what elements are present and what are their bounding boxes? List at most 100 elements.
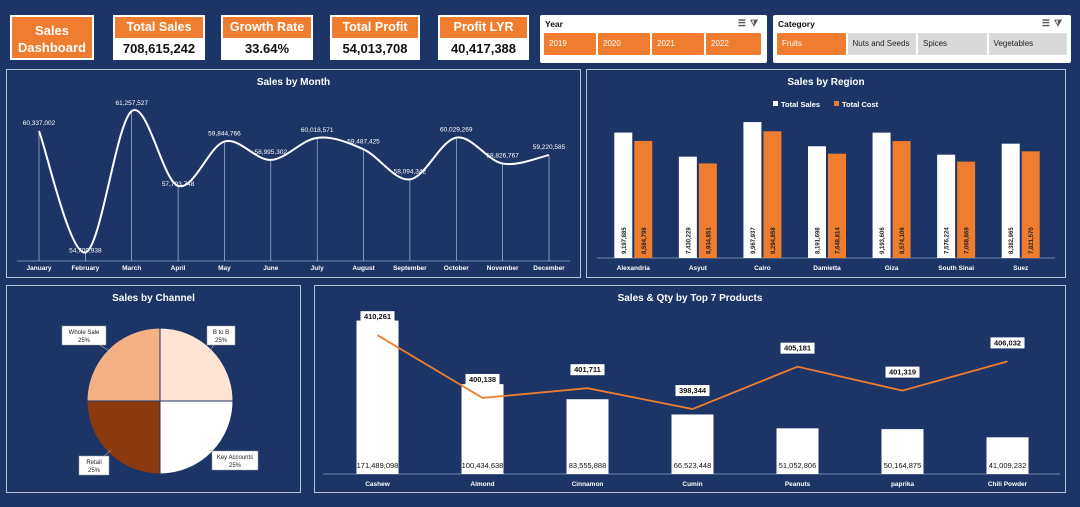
qty-label-box [990, 337, 1025, 349]
bar-data-label: 41,009,232 [989, 461, 1027, 470]
kpi-label: Total Profit [332, 17, 418, 38]
data-label: 7,068,869 [965, 227, 971, 254]
x-tick-label: November [487, 265, 519, 272]
year-option-2021[interactable]: 2021 [652, 33, 704, 55]
category-option-nuts-and-seeds[interactable]: Nuts and Seeds [847, 33, 917, 55]
pie-slice [159, 400, 234, 475]
year-option-2020[interactable]: 2020 [598, 33, 650, 55]
slice-label-box [61, 325, 107, 346]
year-slicer-title: Year [545, 19, 563, 29]
sales-by-region-chart: Total Sales Total Cost 9,197,885 8,584,798 A… [597, 100, 1055, 272]
x-tick-label: Alexandria [617, 265, 651, 272]
sales-bar [1001, 143, 1020, 258]
clear-filter-icon[interactable]: ⧩ [1053, 18, 1066, 28]
data-label: 59,487,425 [347, 138, 380, 145]
cost-bar [828, 153, 846, 258]
legend-swatch [834, 101, 839, 106]
slice-label: 25% [88, 468, 101, 474]
slice-name: Key Accounts [217, 455, 253, 461]
x-tick-label: Asyut [689, 265, 708, 272]
x-tick-label: Peanuts [785, 481, 811, 488]
qty-label-box [885, 366, 920, 378]
data-label: 59,844,766 [208, 131, 241, 138]
x-tick-label: Cairo [754, 265, 771, 272]
x-tick-label: February [71, 265, 99, 272]
data-label: 60,018,571 [301, 127, 334, 134]
data-label: 8,584,798 [642, 227, 648, 254]
x-tick-label: Suez [1013, 265, 1029, 272]
data-label: 57,793,748 [162, 181, 195, 188]
legend-swatch [773, 101, 778, 106]
kpi-value: 54,013,708 [342, 41, 408, 56]
x-tick-label: Almond [470, 481, 494, 488]
cost-bar [1021, 151, 1040, 258]
chart-title: Sales & Qty by Top 7 Products [617, 293, 763, 304]
legend-label: Total Cost [842, 100, 879, 109]
chart-title: Sales by Channel [112, 293, 195, 304]
kpi-value: 40,417,388 [450, 41, 517, 56]
kpi-total-profit: Total Profit 54,013,708 [330, 15, 420, 60]
x-tick-label: South Sinai [938, 265, 974, 272]
cost-bar [698, 163, 717, 258]
year-option-2019[interactable]: 2019 [544, 33, 596, 55]
bar-data-label: 51,052,806 [779, 461, 817, 470]
x-tick-label: Chili Powder [988, 481, 1028, 488]
data-label: 59,220,585 [533, 144, 566, 151]
qty-label-box [360, 311, 395, 323]
cost-bar [634, 140, 653, 258]
data-label: 7,821,570 [1029, 227, 1035, 254]
multi-select-icon[interactable]: ☰ [1041, 18, 1054, 28]
multi-select-icon[interactable]: ☰ [737, 18, 750, 28]
qty-data-label: 410,261 [364, 312, 391, 321]
category-option-fruits[interactable]: Fruits [777, 33, 846, 55]
x-tick-label: July [311, 265, 324, 272]
data-label: 58,995,302 [255, 149, 288, 156]
data-label: 9,193,606 [880, 227, 886, 254]
slice-label: 25% [78, 338, 91, 344]
bar-data-label: 83,555,888 [569, 461, 607, 470]
qty-data-label: 401,711 [574, 365, 601, 374]
category-slicer-title: Category [778, 19, 815, 29]
pie-slice [86, 327, 161, 402]
sales-by-channel-chart: B to B 25% Key Accounts 25% Retail 25% Whole S… [61, 325, 259, 476]
sales-bar [808, 146, 826, 258]
category-option-vegetables[interactable]: Vegetables [988, 33, 1067, 55]
top-products-panel: Sales & Qty by Top 7 Products 171,489,09… [314, 285, 1066, 493]
cost-bar [892, 141, 911, 258]
chart-title: Sales by Month [256, 77, 331, 88]
pie-slice [159, 327, 234, 402]
x-tick-label: Cashew [365, 481, 391, 488]
dashboard-title: Sales Dashboard [10, 15, 94, 60]
sales-by-month-panel: Sales by Month January February March April… [6, 69, 581, 278]
sales-bar [671, 414, 714, 474]
kpi-label: Total Sales [115, 17, 203, 38]
data-label: 58,094,342 [394, 168, 427, 175]
qty-label-box [780, 342, 815, 354]
sales-bar [566, 399, 609, 474]
qty-data-label: 405,181 [784, 344, 811, 353]
bar-data-label: 100,434,638 [462, 461, 504, 470]
kpi-growth-rate: Growth Rate 33.64% [221, 15, 313, 60]
category-option-spices[interactable]: Spices [918, 33, 987, 55]
data-label: 9,197,885 [622, 227, 628, 254]
x-tick-label: Cinnamon [572, 481, 604, 488]
qty-data-label: 401,319 [889, 368, 916, 377]
x-tick-label: Cumin [682, 481, 702, 488]
sales-bar [461, 384, 504, 474]
kpi-total-sales: Total Sales 708,615,242 [113, 15, 205, 60]
cost-bar [957, 161, 976, 258]
clear-filter-icon[interactable]: ⧩ [749, 18, 762, 28]
slice-name: Whole Sale [69, 330, 100, 336]
cost-bar [763, 131, 782, 258]
x-tick-label: September [393, 265, 427, 272]
qty-label-box [675, 385, 710, 397]
sales-bar [881, 429, 924, 474]
data-label: 8,382,965 [1009, 227, 1015, 254]
sales-bar [872, 132, 891, 258]
category-slicer: Category ☰⧩ Fruits Nuts and Seeds Spices… [773, 15, 1071, 63]
qty-label-box [465, 373, 500, 385]
year-option-2022[interactable]: 2022 [706, 33, 761, 55]
qty-data-label: 398,344 [679, 386, 707, 395]
qty-data-label: 400,138 [469, 375, 496, 384]
data-label: 7,430,229 [686, 227, 692, 254]
